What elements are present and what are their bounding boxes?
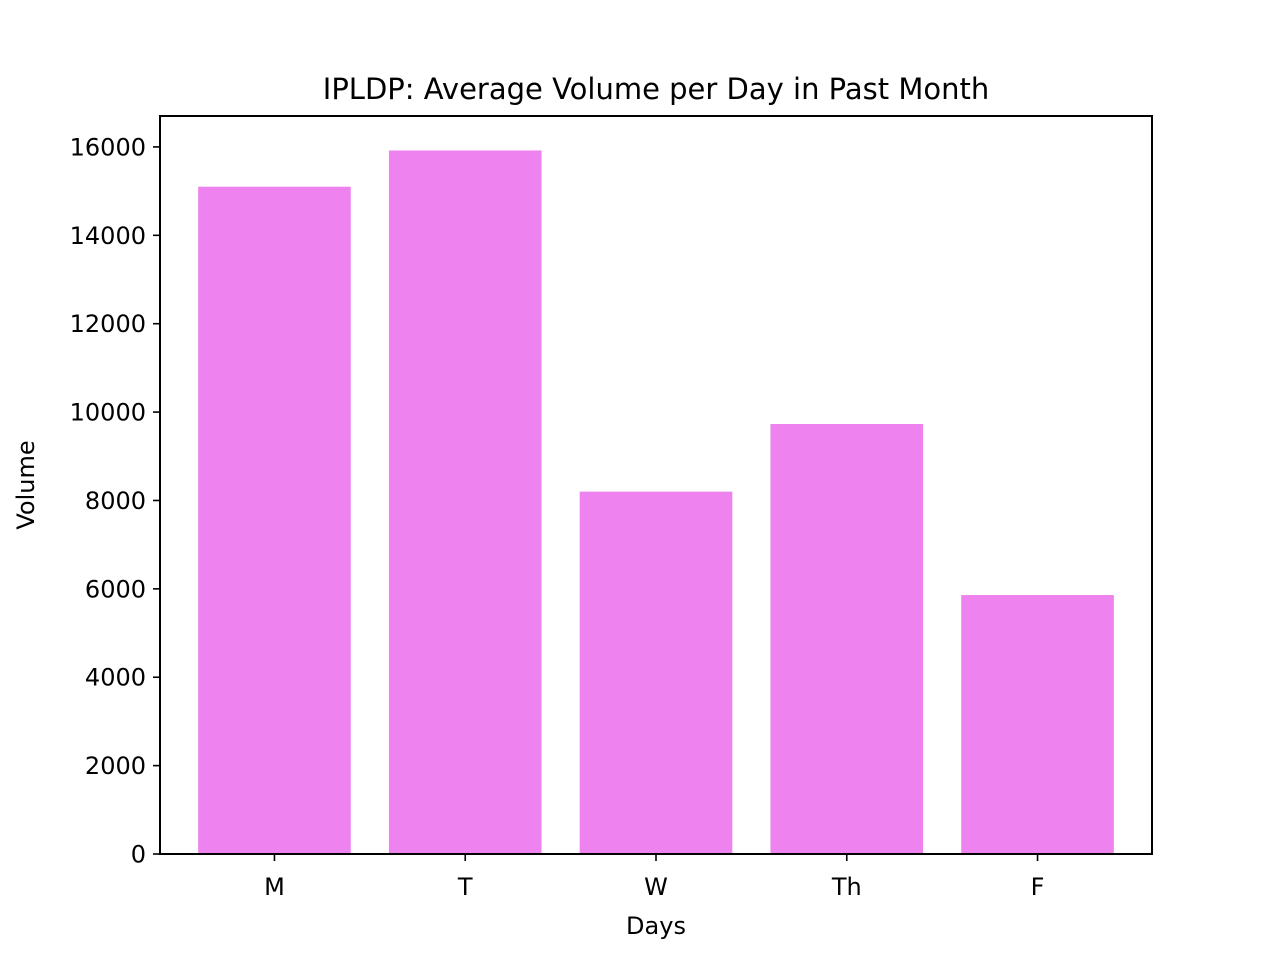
x-tick-label: F <box>1031 873 1045 901</box>
x-axis-ticks: M T W Th F <box>264 854 1044 901</box>
y-tick-label: 14000 <box>70 222 146 250</box>
bar-w <box>579 491 733 854</box>
bar-m <box>198 186 351 854</box>
x-tick-label: T <box>457 873 473 901</box>
chart-title: IPLDP: Average Volume per Day in Past Mo… <box>323 72 989 106</box>
x-axis-label: Days <box>626 912 686 940</box>
y-axis-ticks: 0 2000 4000 6000 8000 10000 12000 14000 16000 <box>70 133 160 869</box>
plot-area-frame <box>159 115 1153 855</box>
y-tick-label: 6000 <box>85 575 146 603</box>
y-tick-label: 8000 <box>85 487 146 515</box>
y-tick-label: 4000 <box>85 664 146 692</box>
y-tick-label: 16000 <box>70 133 146 161</box>
bar-th <box>770 424 924 854</box>
bar-f <box>961 595 1114 854</box>
x-tick-label: W <box>644 873 668 901</box>
x-tick-label: M <box>264 873 285 901</box>
y-axis-label: Volume <box>12 440 40 529</box>
bar-t <box>388 150 542 855</box>
x-tick-label: Th <box>831 873 862 901</box>
y-tick-label: 2000 <box>85 752 146 780</box>
y-tick-label: 0 <box>131 841 146 869</box>
y-tick-label: 12000 <box>70 310 146 338</box>
y-tick-label: 10000 <box>70 399 146 427</box>
bars-layer <box>198 150 1114 855</box>
